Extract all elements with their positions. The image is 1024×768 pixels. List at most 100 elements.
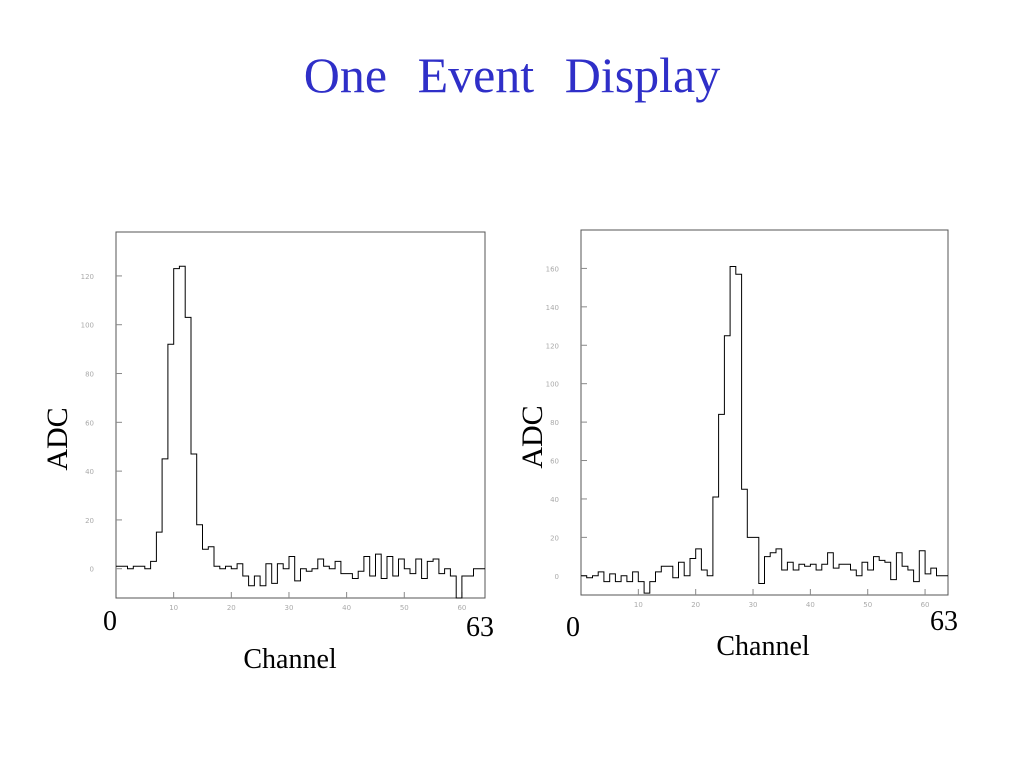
- x-tick-label: 30: [749, 601, 758, 609]
- histogram-bin: [770, 553, 776, 576]
- histogram-bin: [295, 569, 301, 581]
- histogram-bin: [168, 344, 174, 568]
- histogram-bin: [249, 569, 255, 586]
- histogram-bin: [627, 576, 633, 582]
- y-tick-label: 100: [546, 381, 559, 389]
- y-tick-label: 120: [546, 342, 559, 350]
- histogram-bin: [742, 489, 748, 575]
- histogram-bin: [902, 566, 908, 576]
- histogram-bin: [197, 525, 203, 569]
- histogram-bin: [833, 568, 839, 576]
- x-tick-label: 40: [806, 601, 815, 609]
- histogram-bin: [226, 566, 232, 568]
- histogram-bin: [254, 569, 260, 576]
- histogram-bin: [289, 557, 295, 569]
- x-tick-label: 20: [227, 604, 236, 612]
- y-tick-label: 100: [81, 322, 94, 330]
- histogram-bin: [335, 561, 341, 568]
- histogram-bin: [656, 572, 662, 576]
- y-tick-label: 40: [85, 468, 94, 476]
- histogram-bin: [776, 549, 782, 576]
- x-tick-label: 10: [169, 604, 178, 612]
- histogram-bin: [638, 576, 644, 582]
- histogram-line: [581, 266, 948, 594]
- histogram-bin: [122, 566, 128, 568]
- y-tick-label: 60: [85, 419, 94, 427]
- histogram-bin: [266, 564, 272, 569]
- x-tick-label: 10: [634, 601, 643, 609]
- y-tick-label: 40: [550, 496, 559, 504]
- histogram-bin: [272, 569, 278, 584]
- histogram-bin: [387, 557, 393, 569]
- histogram-bin: [787, 562, 793, 575]
- histogram-bin: [701, 570, 707, 576]
- histogram-bin: [650, 576, 656, 582]
- y-tick-label: 120: [81, 273, 94, 281]
- histogram-bin: [341, 569, 347, 574]
- x-tick-label: 50: [863, 601, 872, 609]
- left-ylabel: ADC: [41, 407, 74, 471]
- histogram-bin: [782, 570, 788, 576]
- histogram-bin: [839, 564, 845, 576]
- y-tick-label: 140: [546, 304, 559, 312]
- histogram-bin: [364, 557, 370, 569]
- left-xlabel: Channel: [243, 644, 337, 675]
- histogram-bin: [381, 569, 387, 579]
- y-tick-label: 0: [555, 573, 559, 581]
- plot-frame: [115, 231, 486, 599]
- histogram-bin: [747, 537, 753, 575]
- histogram-bin: [925, 574, 931, 576]
- histogram-bin: [661, 566, 667, 576]
- left-x-end-label: 63: [466, 612, 494, 643]
- histogram-bin: [908, 570, 914, 576]
- histogram-line: [116, 265, 485, 599]
- histogram-bin: [879, 560, 885, 575]
- histogram-bin: [719, 414, 725, 575]
- histogram-bin: [805, 566, 811, 576]
- histogram-bin: [468, 569, 474, 576]
- histogram-bin: [696, 549, 702, 576]
- histogram-bin: [456, 569, 462, 598]
- x-tick-label: 30: [285, 604, 294, 612]
- histogram-bin: [633, 572, 639, 576]
- histogram-bin: [324, 566, 330, 568]
- histogram-bin: [318, 559, 324, 569]
- histogram-bin: [139, 566, 145, 568]
- histogram-bin: [174, 269, 180, 569]
- histogram-bin: [753, 537, 759, 575]
- histogram-bin: [422, 569, 428, 579]
- histogram-bin: [439, 569, 445, 574]
- histogram-bin: [678, 562, 684, 575]
- histogram-bin: [133, 566, 139, 568]
- histogram-bin: [615, 576, 621, 582]
- right-x-start-label: 0: [566, 612, 580, 643]
- histogram-bin: [891, 576, 897, 580]
- histogram-bin: [260, 569, 266, 586]
- histogram-bin: [822, 564, 828, 576]
- histogram-bin: [724, 336, 730, 576]
- histogram-bin: [885, 562, 891, 575]
- histogram-bin: [736, 274, 742, 576]
- y-tick-label: 20: [85, 517, 94, 525]
- histogram-bin: [604, 576, 610, 582]
- histogram-bin: [416, 559, 422, 569]
- right-ylabel: ADC: [516, 405, 549, 469]
- histogram-bin: [306, 569, 312, 571]
- histogram-bin: [873, 557, 879, 576]
- left-x-start-label: 0: [103, 606, 117, 637]
- histogram-left: 0 20 40 60 80 100 120 10 20 30 40 50 60: [81, 231, 486, 612]
- histogram-bin: [162, 459, 168, 569]
- histogram-bin: [237, 564, 243, 569]
- histogram-bin: [410, 569, 416, 574]
- histogram-bin: [793, 570, 799, 576]
- y-tick-label: 20: [550, 534, 559, 542]
- histogram-bin: [156, 532, 162, 569]
- histogram-bin: [370, 569, 376, 576]
- histogram-bin: [179, 266, 185, 569]
- slide-title: One Event Display: [303, 47, 721, 103]
- histogram-bin: [851, 570, 857, 576]
- histogram-bin: [462, 569, 468, 576]
- histogram-bin: [690, 559, 696, 576]
- histogram-bin: [810, 564, 816, 576]
